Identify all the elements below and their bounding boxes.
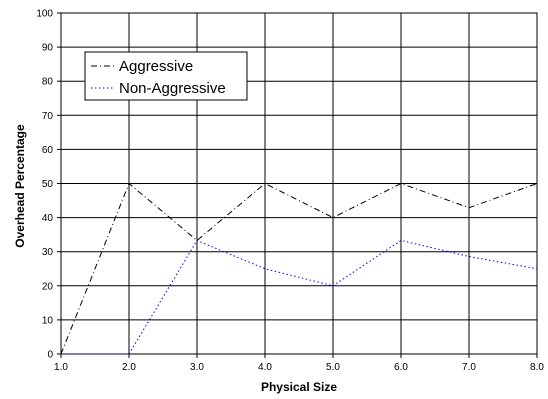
x-tick-label: 1.0 xyxy=(54,362,68,373)
series-lines xyxy=(60,182,538,355)
x-tick-label: 3.0 xyxy=(190,362,204,373)
series-line-aggressive xyxy=(60,182,538,355)
y-tick-label: 90 xyxy=(42,43,54,54)
legend-label-aggressive: Aggressive xyxy=(119,58,193,75)
y-tick-label: 10 xyxy=(42,315,54,326)
x-tick-label: 8.0 xyxy=(530,362,544,373)
y-tick-label: 70 xyxy=(42,111,54,122)
y-tick-label: 40 xyxy=(42,213,54,224)
y-axis-title: Overhead Percentage xyxy=(13,124,27,248)
x-tick-label: 7.0 xyxy=(462,362,476,373)
legend-box xyxy=(84,51,248,101)
x-axis-title: Physical Size xyxy=(261,380,337,394)
x-tick-label: 6.0 xyxy=(394,362,408,373)
y-tick-label: 50 xyxy=(42,179,54,190)
y-tick-label: 60 xyxy=(42,145,54,156)
grid-lines xyxy=(60,12,538,355)
legend: Aggressive Non-Aggressive xyxy=(84,51,248,101)
x-tick-label: 5.0 xyxy=(326,362,340,373)
series-line-non-aggressive xyxy=(61,239,538,355)
x-tick-label: 2.0 xyxy=(122,362,136,373)
y-tick-label: 100 xyxy=(36,9,53,20)
y-tick-labels: 0 10 20 30 40 50 60 70 80 90 100 xyxy=(36,9,61,361)
x-tick-labels: 1.0 2.0 3.0 4.0 5.0 6.0 7.0 8.0 xyxy=(54,354,544,373)
y-tick-label: 20 xyxy=(42,281,54,292)
x-tick-label: 4.0 xyxy=(258,362,272,373)
legend-label-non-aggressive: Non-Aggressive xyxy=(119,80,226,97)
y-tick-label: 80 xyxy=(42,77,54,88)
y-tick-label: 30 xyxy=(42,247,54,258)
y-tick-label: 0 xyxy=(47,350,53,361)
